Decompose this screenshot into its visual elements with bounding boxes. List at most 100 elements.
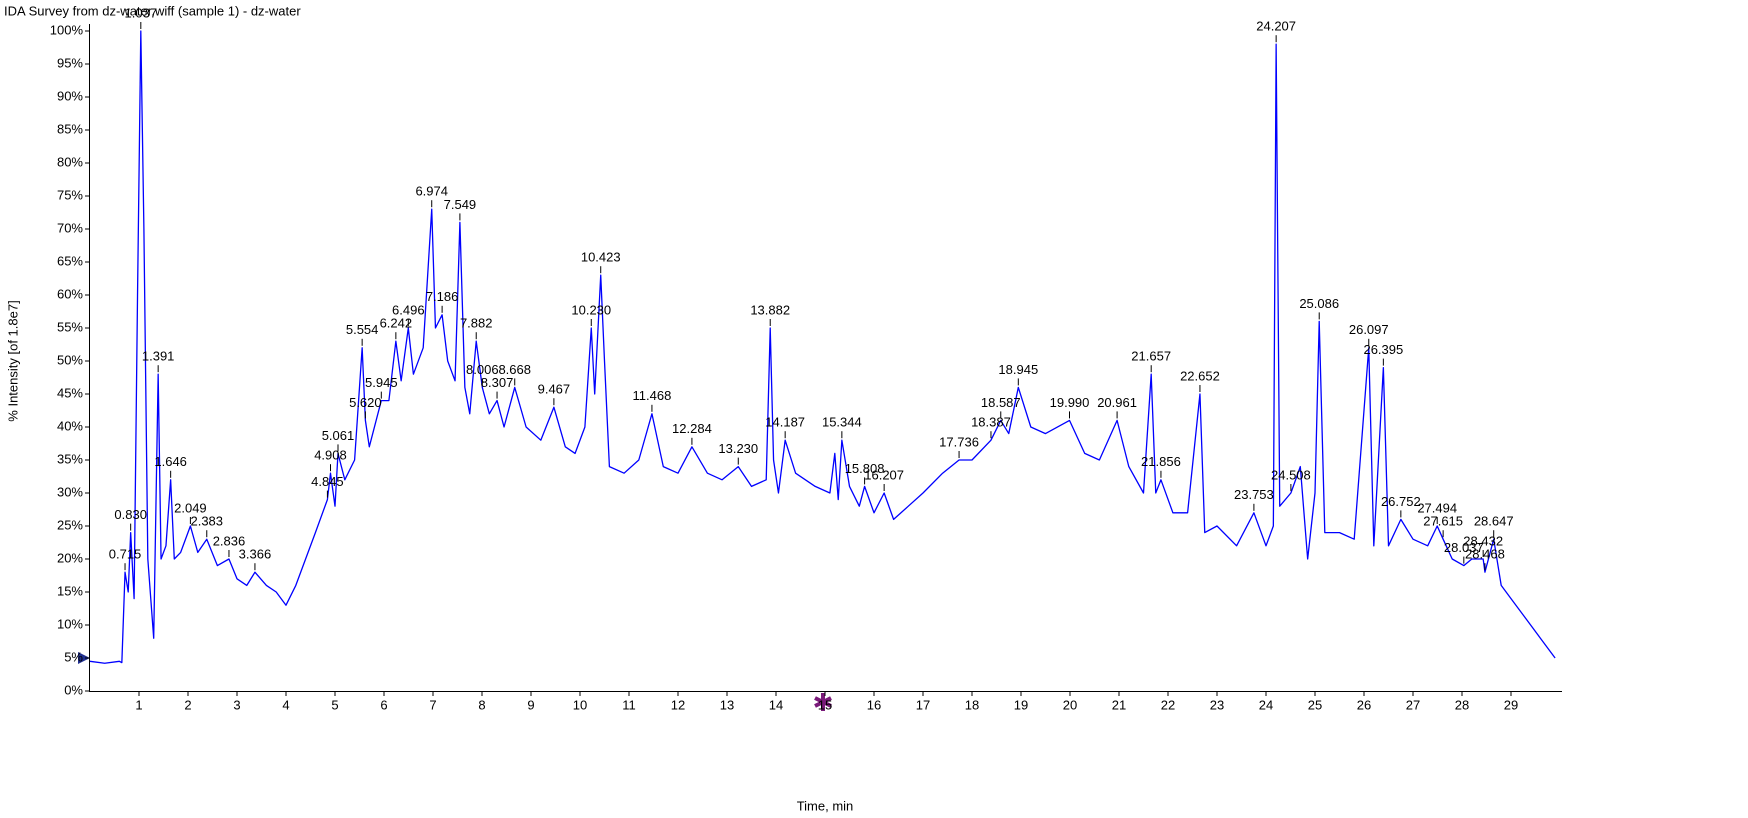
chart-title: IDA Survey from dz-water.wiff (sample 1)… bbox=[4, 3, 301, 18]
x-tick-label: 23 bbox=[1210, 697, 1224, 712]
x-tick-label: 17 bbox=[916, 697, 930, 712]
peak-label: 19.990 bbox=[1050, 395, 1090, 410]
peak-label: 6.974 bbox=[415, 184, 448, 199]
peak-label: 3.366 bbox=[239, 547, 272, 562]
peak-label: 13.230 bbox=[718, 441, 758, 456]
peak-label: 4.908 bbox=[314, 448, 347, 463]
y-tick-label: 0% bbox=[64, 682, 83, 697]
peak-label: 14.187 bbox=[765, 415, 805, 430]
x-tick-label: 12 bbox=[671, 697, 685, 712]
peak-label: 9.467 bbox=[538, 382, 571, 397]
y-tick-label: 60% bbox=[57, 286, 83, 301]
peak-label: 8.006 bbox=[466, 362, 499, 377]
peak-label: 1.391 bbox=[142, 349, 175, 364]
peak-label: 21.657 bbox=[1131, 349, 1171, 364]
peak-label: 5.620 bbox=[349, 395, 382, 410]
peak-label: 18.387 bbox=[971, 415, 1011, 430]
x-tick-label: 5 bbox=[331, 697, 338, 712]
y-tick-label: 90% bbox=[57, 88, 83, 103]
peak-label: 28.432 bbox=[1463, 533, 1503, 548]
x-tick-label: 20 bbox=[1063, 697, 1077, 712]
y-tick-label: 70% bbox=[57, 220, 83, 235]
peak-label: 0.715 bbox=[109, 547, 142, 562]
y-tick-label: 5% bbox=[64, 649, 83, 664]
peak-label: 6.496 bbox=[392, 302, 425, 317]
peak-label: 18.945 bbox=[998, 362, 1038, 377]
y-tick-label: 20% bbox=[57, 550, 83, 565]
y-tick-label: 50% bbox=[57, 352, 83, 367]
x-tick-label: 22 bbox=[1161, 697, 1175, 712]
peak-label: 6.242 bbox=[380, 316, 413, 331]
peak-label: 15.344 bbox=[822, 415, 862, 430]
x-tick-label: 9 bbox=[527, 697, 534, 712]
x-tick-label: 10 bbox=[573, 697, 587, 712]
y-tick-label: 25% bbox=[57, 517, 83, 532]
x-tick-label: 26 bbox=[1357, 697, 1371, 712]
peak-label: 26.097 bbox=[1349, 322, 1389, 337]
x-tick-label: 16 bbox=[867, 697, 881, 712]
peak-label: 13.882 bbox=[750, 302, 790, 317]
x-tick-label: 21 bbox=[1112, 697, 1126, 712]
peak-label: 28.468 bbox=[1465, 547, 1505, 562]
peak-label: 2.049 bbox=[174, 500, 207, 515]
y-tick-label: 15% bbox=[57, 583, 83, 598]
peak-label: 27.494 bbox=[1417, 500, 1457, 515]
peak-label: 16.207 bbox=[864, 467, 904, 482]
y-tick-label: 30% bbox=[57, 484, 83, 499]
peak-label: 7.186 bbox=[426, 289, 459, 304]
x-tick-label: 11 bbox=[622, 697, 636, 712]
x-tick-label: 1 bbox=[135, 697, 142, 712]
y-tick-label: 80% bbox=[57, 154, 83, 169]
peak-label: 25.086 bbox=[1299, 296, 1339, 311]
peak-label: 7.882 bbox=[460, 316, 493, 331]
x-tick-label: 24 bbox=[1259, 697, 1273, 712]
trace bbox=[89, 30, 1556, 664]
x-tick-label: 3 bbox=[233, 697, 240, 712]
peak-label: 5.061 bbox=[322, 428, 355, 443]
peak-label: 5.945 bbox=[365, 375, 398, 390]
y-tick-label: 100% bbox=[50, 22, 84, 37]
y-tick-label: 40% bbox=[57, 418, 83, 433]
threshold-arrow bbox=[78, 652, 90, 664]
peak-label: 8.668 bbox=[498, 362, 531, 377]
peak-label: 23.753 bbox=[1234, 487, 1274, 502]
peak-label: 2.383 bbox=[190, 514, 223, 529]
x-tick-label: 18 bbox=[965, 697, 979, 712]
x-tick-label: 29 bbox=[1504, 697, 1518, 712]
peak-label: 1.646 bbox=[154, 454, 187, 469]
x-tick-label: 8 bbox=[478, 697, 485, 712]
peak-label: 24.207 bbox=[1256, 19, 1296, 34]
x-tick-label: 13 bbox=[720, 697, 734, 712]
y-tick-label: 65% bbox=[57, 253, 83, 268]
y-tick-label: 10% bbox=[57, 616, 83, 631]
peak-label: 20.961 bbox=[1097, 395, 1137, 410]
x-tick-label: 27 bbox=[1406, 697, 1420, 712]
peak-label: 12.284 bbox=[672, 421, 712, 436]
peak-label: 15.808 bbox=[845, 461, 885, 476]
y-tick-label: 75% bbox=[57, 187, 83, 202]
peak-label: 4.845 bbox=[311, 474, 344, 489]
x-tick-label: 14 bbox=[769, 697, 783, 712]
y-tick-label: 45% bbox=[57, 385, 83, 400]
x-tick-label: 19 bbox=[1014, 697, 1028, 712]
x-tick-label: 25 bbox=[1308, 697, 1322, 712]
peak-label: 26.395 bbox=[1363, 342, 1403, 357]
peak-label: 0.830 bbox=[114, 507, 147, 522]
peak-label: 27.615 bbox=[1423, 514, 1463, 529]
x-tick-label: 15 bbox=[818, 697, 832, 712]
peak-label: 8.307 bbox=[481, 375, 514, 390]
peak-label: 7.549 bbox=[444, 197, 477, 212]
x-axis-label: Time, min bbox=[797, 798, 854, 813]
time-marker bbox=[814, 693, 832, 711]
x-tick-label: 28 bbox=[1455, 697, 1469, 712]
peak-label: 10.230 bbox=[571, 302, 611, 317]
x-tick-label: 6 bbox=[380, 697, 387, 712]
peak-label: 28.647 bbox=[1474, 514, 1514, 529]
peak-label: 18.587 bbox=[981, 395, 1021, 410]
x-tick-label: 7 bbox=[429, 697, 436, 712]
x-tick-label: 2 bbox=[184, 697, 191, 712]
y-tick-label: 85% bbox=[57, 121, 83, 136]
peak-label: 5.554 bbox=[346, 322, 379, 337]
